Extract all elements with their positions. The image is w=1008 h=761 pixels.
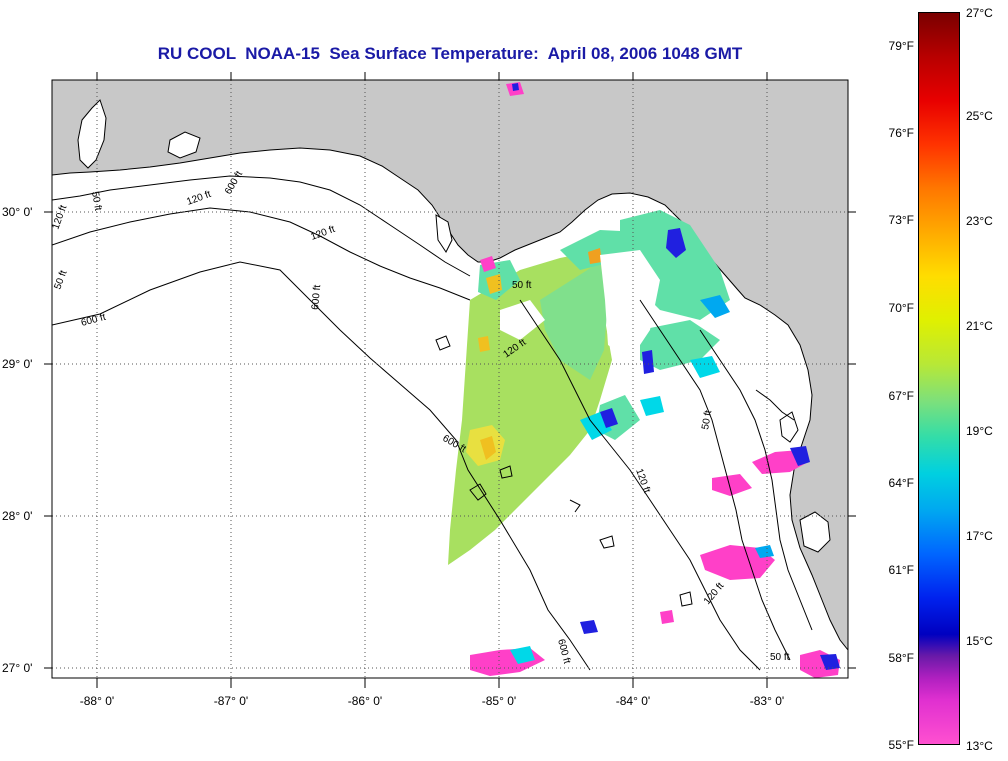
land-mass bbox=[52, 80, 848, 651]
bay-outline bbox=[167, 131, 201, 159]
lat-label-28: 28° 0' bbox=[2, 509, 33, 523]
contour-label: 50 ft bbox=[770, 652, 790, 663]
colorbar-c-label: 23°C bbox=[966, 214, 993, 228]
colorbar-f-label: 58°F bbox=[888, 651, 914, 665]
colorbar-f-label: 61°F bbox=[888, 563, 914, 577]
lon-label-87: -87° 0' bbox=[213, 694, 249, 708]
contour-label: 50 ft bbox=[700, 409, 714, 430]
colorbar-c-label: 25°C bbox=[966, 109, 993, 123]
lat-label-29: 29° 0' bbox=[2, 357, 33, 371]
colorbar-f-label: 70°F bbox=[888, 301, 914, 315]
colorbar-c-label: 19°C bbox=[966, 424, 993, 438]
contour-label: 600 ft bbox=[310, 284, 323, 310]
sst-swath bbox=[448, 82, 840, 678]
colorbar-c-label: 13°C bbox=[966, 739, 993, 753]
colorbar-c-label: 27°C bbox=[966, 6, 993, 20]
colorbar-f-label: 76°F bbox=[888, 126, 914, 140]
map-frame bbox=[51, 79, 849, 679]
grid-lines bbox=[52, 80, 848, 678]
bay-outline bbox=[799, 511, 831, 553]
lon-label-86: -86° 0' bbox=[347, 694, 383, 708]
contour-label: 50 ft bbox=[89, 191, 103, 212]
colorbar-f-label: 79°F bbox=[888, 39, 914, 53]
bay-outline bbox=[435, 214, 453, 253]
colorbar-c-label: 21°C bbox=[966, 319, 993, 333]
lon-label-83: -83° 0' bbox=[749, 694, 785, 708]
contour-label: 50 ft bbox=[512, 280, 532, 291]
lon-label-84: -84° 0' bbox=[615, 694, 651, 708]
temperature-colorbar bbox=[918, 12, 960, 745]
lon-label-88: -88° 0' bbox=[79, 694, 115, 708]
colorbar-f-label: 73°F bbox=[888, 213, 914, 227]
colorbar-c-label: 15°C bbox=[966, 634, 993, 648]
depth-contours bbox=[52, 175, 813, 671]
bay-outline bbox=[77, 99, 107, 169]
lat-label-30: 30° 0' bbox=[2, 205, 33, 219]
lat-label-27: 27° 0' bbox=[2, 661, 33, 675]
axis-ticks bbox=[44, 72, 856, 688]
map-title: RU COOL NOAA-15 Sea Surface Temperature:… bbox=[157, 44, 743, 63]
colorbar-f-label: 55°F bbox=[888, 738, 914, 752]
lon-label-85: -85° 0' bbox=[481, 694, 517, 708]
colorbar-f-label: 64°F bbox=[888, 476, 914, 490]
colorbar-f-label: 67°F bbox=[888, 389, 914, 403]
colorbar-c-label: 17°C bbox=[966, 529, 993, 543]
